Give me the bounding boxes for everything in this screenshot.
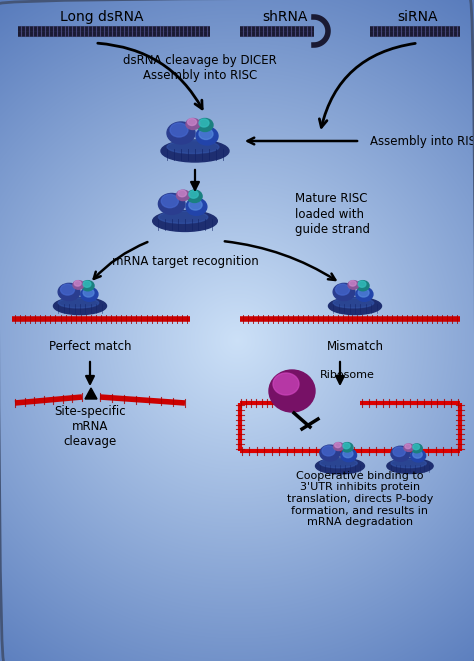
Ellipse shape: [83, 281, 91, 288]
Ellipse shape: [170, 123, 188, 137]
Ellipse shape: [186, 118, 200, 130]
Ellipse shape: [196, 127, 218, 145]
Ellipse shape: [320, 459, 357, 468]
Text: dsRNA cleavage by DICER
Assembly into RISC: dsRNA cleavage by DICER Assembly into RI…: [123, 54, 277, 82]
Ellipse shape: [153, 211, 217, 231]
Ellipse shape: [316, 458, 365, 474]
Text: Long dsRNA: Long dsRNA: [60, 10, 144, 24]
Ellipse shape: [199, 128, 213, 139]
Ellipse shape: [333, 284, 355, 301]
Ellipse shape: [387, 459, 433, 473]
Ellipse shape: [335, 443, 341, 447]
Ellipse shape: [358, 288, 369, 297]
Text: Mature RISC
loaded with
guide strand: Mature RISC loaded with guide strand: [295, 192, 370, 235]
Polygon shape: [85, 388, 97, 399]
Ellipse shape: [161, 194, 178, 208]
Text: Mismatch: Mismatch: [327, 340, 383, 352]
Ellipse shape: [391, 459, 426, 468]
Ellipse shape: [82, 281, 94, 291]
FancyArrowPatch shape: [225, 241, 335, 280]
Text: Cooperative binding to
3'UTR inhibits protein
translation, directs P-body
format: Cooperative binding to 3'UTR inhibits pr…: [287, 471, 433, 527]
Ellipse shape: [328, 297, 382, 315]
Ellipse shape: [81, 288, 98, 301]
Ellipse shape: [197, 118, 213, 132]
Ellipse shape: [356, 288, 373, 301]
FancyArrowPatch shape: [94, 242, 147, 279]
Ellipse shape: [336, 284, 349, 295]
Ellipse shape: [167, 141, 219, 153]
Ellipse shape: [413, 444, 419, 449]
Ellipse shape: [189, 200, 202, 210]
Ellipse shape: [74, 281, 81, 286]
Ellipse shape: [391, 446, 410, 461]
Ellipse shape: [333, 298, 374, 308]
Ellipse shape: [58, 298, 99, 308]
Text: Assembly into RISC: Assembly into RISC: [370, 134, 474, 147]
Ellipse shape: [341, 443, 353, 452]
FancyArrowPatch shape: [247, 137, 357, 144]
Ellipse shape: [189, 190, 198, 198]
Ellipse shape: [187, 190, 202, 202]
Ellipse shape: [176, 190, 190, 200]
Ellipse shape: [322, 446, 335, 456]
Ellipse shape: [348, 281, 359, 290]
Ellipse shape: [73, 281, 84, 290]
Ellipse shape: [343, 449, 353, 457]
Ellipse shape: [158, 211, 208, 223]
Ellipse shape: [54, 297, 107, 315]
Ellipse shape: [269, 370, 315, 412]
Ellipse shape: [358, 281, 366, 288]
Ellipse shape: [58, 284, 80, 301]
Text: shRNA: shRNA: [262, 10, 308, 24]
Text: Site-specific
mRNA
cleavage: Site-specific mRNA cleavage: [54, 405, 126, 447]
Ellipse shape: [405, 444, 411, 449]
Text: Ribosome: Ribosome: [320, 370, 375, 380]
FancyArrowPatch shape: [98, 43, 202, 109]
Ellipse shape: [356, 281, 369, 291]
Ellipse shape: [320, 445, 340, 461]
Text: mRNA target recognition: mRNA target recognition: [111, 254, 258, 268]
Text: Perfect match: Perfect match: [49, 340, 131, 352]
Ellipse shape: [61, 284, 74, 295]
Text: siRNA: siRNA: [398, 10, 438, 24]
Ellipse shape: [188, 118, 197, 126]
Ellipse shape: [186, 198, 207, 215]
Ellipse shape: [404, 444, 413, 451]
Ellipse shape: [334, 443, 344, 451]
Ellipse shape: [83, 288, 94, 297]
Ellipse shape: [167, 122, 195, 144]
Ellipse shape: [273, 373, 299, 395]
Ellipse shape: [161, 140, 229, 162]
Ellipse shape: [341, 449, 356, 461]
Ellipse shape: [411, 444, 422, 453]
Ellipse shape: [178, 190, 186, 197]
Ellipse shape: [413, 451, 422, 458]
Ellipse shape: [410, 449, 426, 462]
Ellipse shape: [393, 447, 405, 457]
Ellipse shape: [349, 281, 356, 286]
FancyArrowPatch shape: [319, 44, 415, 128]
Ellipse shape: [158, 194, 185, 214]
Ellipse shape: [343, 443, 350, 449]
Ellipse shape: [199, 119, 209, 127]
